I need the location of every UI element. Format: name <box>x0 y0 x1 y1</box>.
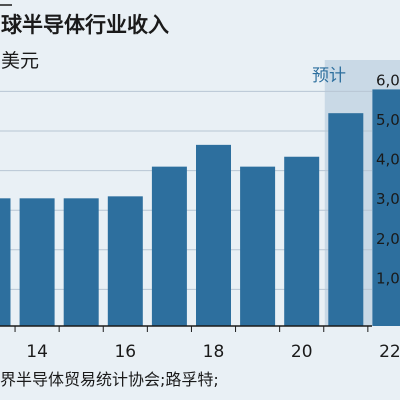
y-tick-label: 2,00 <box>376 230 400 248</box>
bar <box>151 166 187 326</box>
bar <box>372 89 400 326</box>
x-tick-label: 14 <box>26 342 48 362</box>
bar <box>107 196 143 326</box>
y-tick-label: 5,00 <box>376 111 400 129</box>
bar <box>19 198 55 326</box>
y-tick-label: 6,00 <box>376 71 400 89</box>
x-tick-label: 16 <box>114 342 136 362</box>
bar <box>328 113 364 327</box>
y-tick-label: 3,00 <box>376 190 400 208</box>
bar <box>240 166 276 326</box>
x-tick-label: 20 <box>291 342 313 362</box>
y-tick-label: 1,00 <box>376 269 400 287</box>
source-note: 界半导体贸易统计协会;路孚特; <box>0 370 219 389</box>
bar <box>0 198 11 326</box>
x-tick-label: 18 <box>203 342 225 362</box>
chart-title: 球半导体行业收入 <box>1 13 169 37</box>
y-tick-label: 4,00 <box>376 151 400 169</box>
bar <box>63 198 99 326</box>
x-tick-label: 22 <box>379 342 400 362</box>
forecast-label: 预计 <box>312 66 346 86</box>
bar <box>196 144 231 326</box>
bar <box>284 156 320 326</box>
chart-subtitle: 美元 <box>1 50 39 72</box>
